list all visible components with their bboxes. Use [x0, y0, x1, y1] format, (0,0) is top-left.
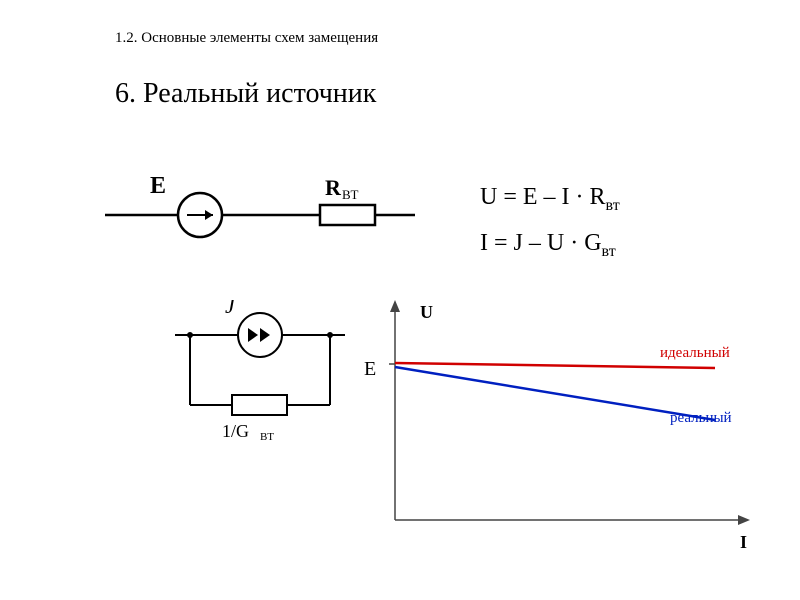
equation-current: I = J – U · Gвт: [480, 221, 620, 267]
svg-text:ВТ: ВТ: [342, 187, 358, 202]
iv-graph-svg: [370, 300, 765, 560]
section-label: 1.2. Основные элементы схем замещения: [115, 30, 378, 47]
svg-text:R: R: [325, 175, 342, 200]
axis-label-u: U: [420, 302, 433, 323]
circuit-current-parallel: J 1/G ВТ: [160, 300, 360, 440]
svg-text:1/G: 1/G: [222, 421, 249, 440]
legend-real: реальный: [670, 410, 732, 427]
axis-label-e: E: [364, 358, 376, 381]
svg-text:ВТ: ВТ: [260, 431, 274, 440]
equations-block: U = E – I · Rвт I = J – U · Gвт: [480, 175, 620, 267]
legend-ideal: идеальный: [660, 345, 730, 362]
equation-voltage: U = E – I · Rвт: [480, 175, 620, 221]
svg-text:J: J: [225, 300, 236, 318]
page-title: 6. Реальный источник: [115, 78, 376, 110]
svg-text:E: E: [150, 173, 166, 199]
axis-label-i: I: [740, 532, 747, 553]
iv-graph: U E I идеальный реальный: [370, 300, 765, 570]
circuit-emf-series: E RВТ: [105, 165, 415, 250]
